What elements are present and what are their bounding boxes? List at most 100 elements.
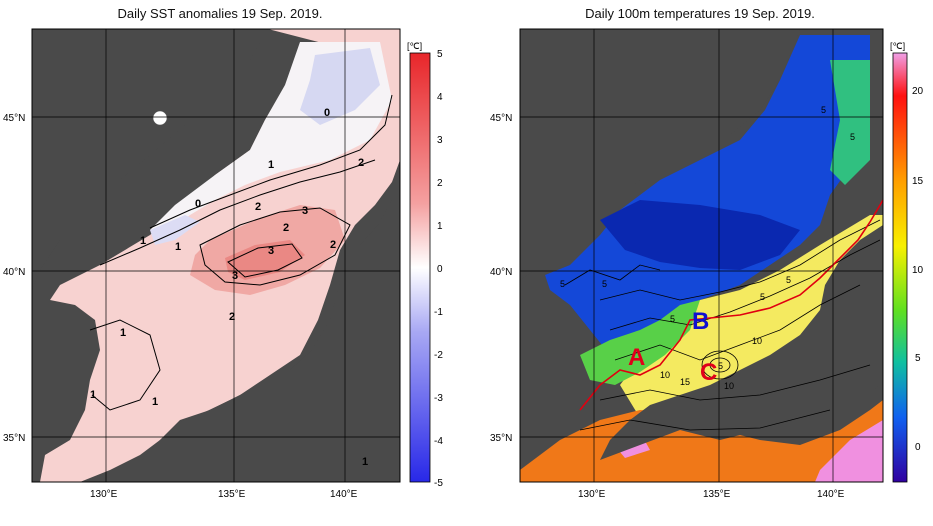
right-markers: A B C: [628, 308, 717, 386]
right-contour-label: 5: [718, 361, 723, 371]
left-colorbar-tick: -5: [434, 478, 443, 489]
right-contour-label: 5: [760, 292, 765, 302]
right-cold-water: [545, 35, 870, 370]
left-panel-title: Daily SST anomalies 19 Sep. 2019.: [117, 6, 323, 21]
left-contour-2: [199, 207, 351, 286]
right-colorbar-tick: 10: [912, 265, 924, 276]
right-contour-label: 5: [560, 279, 565, 289]
right-contour-label: 15: [680, 377, 690, 387]
left-colorbar-unit: [℃]: [407, 41, 422, 51]
left-negative-patch: [300, 48, 380, 125]
right-panel-title: Daily 100m temperatures 19 Sep. 2019.: [585, 6, 815, 21]
right-lon-label: 135°E: [703, 489, 731, 500]
left-lat-label: 45°N: [3, 113, 25, 124]
right-lat-label: 35°N: [490, 433, 512, 444]
left-contour-label: 1: [90, 389, 96, 401]
left-contour-label: 1: [152, 396, 158, 408]
left-grid: [32, 29, 400, 482]
left-contour-label: 3: [232, 270, 238, 282]
right-land-korea: [520, 29, 800, 280]
marker-a: A: [628, 344, 645, 371]
left-colorbar-tick: 2: [437, 178, 443, 189]
right-deep-cold: [600, 200, 800, 270]
right-green-north: [830, 60, 870, 185]
left-lon-label: 135°E: [218, 489, 246, 500]
left-colorbar-tick: 0: [437, 264, 443, 275]
left-colorbar-tick: -4: [434, 436, 443, 447]
right-contour-label: 10: [752, 336, 762, 346]
left-contour-label: 3: [302, 205, 308, 217]
left-colorbar-ticks: 5 4 3 2 1 0 -1 -2 -3 -4 -5: [434, 49, 443, 489]
right-lon-label: 130°E: [578, 489, 606, 500]
left-land-japan: [120, 175, 400, 482]
right-contour-label: 10: [660, 370, 670, 380]
right-land-korea-south: [520, 290, 575, 445]
right-contour-label: 5: [850, 132, 855, 142]
left-land-korea: [32, 29, 268, 290]
left-colorbar-tick: 3: [437, 135, 443, 146]
right-hot-south: [520, 400, 883, 482]
right-colorbar-tick: 20: [912, 86, 924, 97]
right-colorbar-ticks: 20 15 10 5 0: [912, 86, 924, 453]
left-contour-label: 3: [268, 245, 274, 257]
left-contour-labels: 0 0 1 1 1 1 1 1 1 2 2 2 2 2 3 3 3: [90, 107, 368, 468]
left-lat-label: 40°N: [3, 267, 25, 278]
left-contour-label: 1: [362, 456, 368, 468]
right-contour-label: 5: [821, 105, 826, 115]
left-contour-3: [227, 243, 303, 278]
right-colorbar-bar: [892, 52, 908, 483]
left-contour-label: 0: [324, 107, 330, 119]
left-land-korea-south: [32, 300, 85, 455]
right-colorbar-tick: 0: [915, 442, 921, 453]
left-lon-label: 140°E: [330, 489, 358, 500]
left-colorbar-tick: -3: [434, 393, 443, 404]
right-map: 5 5 5 5 5 5 5 10 10 10 15 5 A B C 45°N 4…: [490, 28, 884, 500]
left-colorbar-tick: 1: [437, 221, 443, 232]
right-pink-southeast: [815, 420, 883, 482]
left-colorbar-tick: 5: [437, 49, 443, 60]
right-contour-label: 5: [602, 279, 607, 289]
left-contour-label: 1: [175, 241, 181, 253]
left-contour-label: 1: [140, 235, 146, 247]
left-colorbar: [℃] 5 4 3 2 1 0 -1 -2 -3 -4 -5: [407, 41, 443, 489]
right-land-japan: [600, 225, 883, 460]
left-contour-0: [149, 94, 393, 229]
right-map-frame: [519, 28, 884, 483]
right-colorbar: [℃] 20 15 10 5 0: [890, 41, 924, 483]
left-contour-label: 1: [120, 327, 126, 339]
right-colorbar-tick: 15: [912, 176, 924, 187]
right-contour-label: 5: [786, 275, 791, 285]
left-contour-label: 1: [268, 159, 274, 171]
marker-c: C: [700, 359, 717, 386]
left-lon-label: 130°E: [90, 489, 118, 500]
right-colorbar-unit: [℃]: [890, 41, 905, 51]
left-colorbar-tick: -1: [434, 307, 443, 318]
right-colorbar-tick: 5: [915, 353, 921, 364]
left-map-frame: [31, 28, 401, 483]
right-lon-label: 140°E: [817, 489, 845, 500]
right-contour-label: 5: [670, 314, 675, 324]
left-colorbar-tick: -2: [434, 350, 443, 361]
right-lat-label: 45°N: [490, 113, 512, 124]
left-contour-1: [99, 159, 376, 266]
left-contour-label: 2: [255, 201, 261, 213]
left-contour-label: 2: [330, 239, 336, 251]
left-contour-label: 2: [229, 311, 235, 323]
left-map: 0 0 1 1 1 1 1 1 1 2 2 2 2 2 3 3 3 45°N 4…: [3, 28, 401, 500]
right-lat-label: 40°N: [490, 267, 512, 278]
right-contour-label: 10: [724, 381, 734, 391]
marker-b: B: [692, 308, 709, 335]
right-grid: [520, 29, 883, 482]
right-contour-labels: 5 5 5 5 5 5 5 10 10 10 15 5: [560, 105, 855, 391]
left-colorbar-tick: 4: [437, 92, 443, 103]
left-contour-label: 0: [195, 198, 201, 210]
left-contour-label: 2: [358, 157, 364, 169]
left-colorbar-bar: [409, 52, 431, 483]
left-hot-core: [225, 240, 305, 280]
right-front-line: [579, 199, 883, 411]
left-island-sakhalin-tip: [152, 110, 168, 126]
left-lat-label: 35°N: [3, 433, 25, 444]
left-contour-label: 2: [283, 222, 289, 234]
left-contour-1b: [89, 319, 161, 411]
